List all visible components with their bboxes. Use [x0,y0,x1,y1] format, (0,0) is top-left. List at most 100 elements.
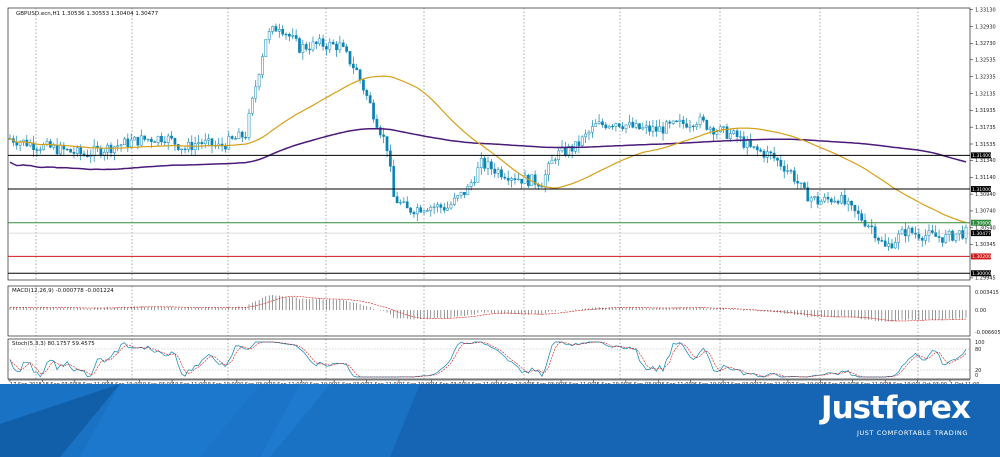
candle-body [308,48,311,51]
brand-banner: Justforex JUST COMFORTABLE TRADING [0,384,1000,457]
candle-body [378,127,382,136]
candle-body [762,150,766,158]
candle-body [816,196,820,205]
candle-body [843,194,847,205]
candle-body [267,31,271,40]
macd-panel-frame [7,285,971,337]
time-tick-label: 1 Oct 11:00 [950,382,979,384]
candle-body [591,126,594,133]
candle-body [644,125,648,128]
candle-body [304,44,308,50]
candle-body [860,213,863,221]
candle-body [143,135,146,140]
candle-body [786,170,789,172]
price-tick-label: 1.30740 [975,209,996,215]
candle-body [59,144,62,155]
candle-body [725,126,729,139]
candle-body [385,136,389,152]
candle-body [160,135,163,143]
candle-body [446,207,449,211]
candle-body [163,141,167,143]
price-tick-label: 1.32930 [975,24,996,30]
candle-body [779,159,783,167]
price-tick-label: 1.30940 [975,192,996,198]
candle-body [685,123,688,128]
time-tick-label: 20 Sep 03:00 [237,382,270,384]
candle-body [75,147,79,154]
time-tick-label: 27 Sep 19:00 [788,382,821,384]
brand-pattern [0,384,420,457]
candle-body [244,136,247,139]
candle-body [520,178,524,184]
candle-body [705,120,709,130]
candle-body [846,200,850,205]
candle-body [227,136,231,150]
trading-chart: 1.31400 1.31000 1.30600 1.30200 1.30000 1.304… [7,7,1000,384]
candle-body [355,67,359,71]
candle-body [294,35,298,39]
candle-body [55,144,59,155]
price-tick-label: 1.31140 [975,175,996,181]
candle-body [904,229,907,237]
candle-body [678,119,682,122]
candle-body [631,121,635,128]
candle-body [920,237,924,241]
candle-body [311,41,315,51]
candle-body [257,74,261,88]
candle-body [261,56,264,75]
candle-body [166,135,170,143]
candle-body [469,182,473,187]
stochastic-tick-label: 0 [975,373,978,379]
candle-body [426,210,429,212]
candle-body [900,229,904,235]
price-level-tag [971,253,991,260]
candle-body [277,28,281,32]
candle-body [173,137,177,145]
candle-body [803,182,806,188]
candle-body [691,125,695,128]
candle-body [372,102,375,120]
candle-body [230,136,234,139]
candle-body [156,135,160,143]
candle-body [251,97,254,114]
candle-body [890,243,894,249]
candle-body [553,159,557,161]
candle-body [325,46,328,50]
candle-body [234,138,237,140]
candle-body [170,135,173,139]
candle-body [533,174,537,185]
candle-body [850,200,853,206]
time-tick-label: 25 Sep 19:00 [593,382,626,384]
price-tick-label: 1.31535 [975,142,996,148]
candle-body [35,149,39,151]
candle-body [210,138,214,147]
candle-body [813,196,816,199]
price-tick-label: 1.30345 [975,242,996,248]
candle-body [352,63,355,69]
candle-body [362,79,365,91]
candle-body [479,158,483,168]
price-tick-label: 1.31935 [975,108,996,114]
candle-body [584,133,587,138]
price-tick-label: 1.29945 [975,276,996,282]
candle-body [402,201,406,203]
time-tick-label: 17 Sep 2018 [10,382,42,384]
candle-body [72,152,76,154]
macd-panel: 0.003415 0.00 -0.006605 [9,290,1000,336]
candle-body [449,204,453,209]
candle-body [961,230,964,239]
candle-body [766,151,769,158]
time-tick-label: 1 Oct 03:00 [918,382,947,384]
candle-body [577,141,581,146]
candle-body [419,207,423,213]
candle-body [146,138,150,141]
price-level-label: 1.31000 [972,187,991,193]
candle-body [28,142,32,147]
candle-body [823,196,826,202]
candle-body [759,149,763,152]
candle-body [601,121,604,126]
candle-body [587,131,591,135]
candle-body [314,41,318,45]
candle-body [203,139,207,144]
